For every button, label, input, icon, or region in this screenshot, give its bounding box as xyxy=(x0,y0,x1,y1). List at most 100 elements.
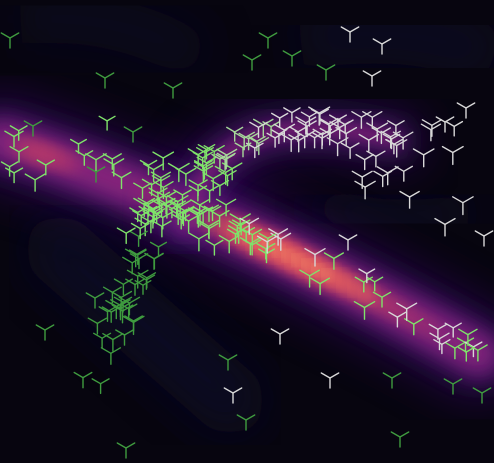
orientation-glyph xyxy=(152,151,175,171)
orientation-glyph xyxy=(338,234,358,251)
orientation-glyph xyxy=(351,110,372,129)
orientation-glyph xyxy=(323,252,344,270)
orientation-glyph xyxy=(113,278,134,296)
orientation-glyph xyxy=(9,125,28,141)
orientation-glyph xyxy=(233,131,255,151)
orientation-glyph xyxy=(441,145,464,166)
orientation-glyph xyxy=(396,302,418,321)
orientation-glyph xyxy=(372,291,392,308)
orientation-glyph xyxy=(75,150,94,166)
orientation-glyph xyxy=(429,332,450,351)
orientation-glyph xyxy=(305,131,324,149)
orientation-glyph xyxy=(133,182,152,199)
orientation-glyph xyxy=(268,228,289,246)
orientation-glyph xyxy=(340,26,360,43)
orientation-glyph xyxy=(319,119,341,139)
orientation-glyph xyxy=(205,239,224,256)
orientation-glyph xyxy=(193,160,213,177)
orientation-glyph xyxy=(385,138,403,155)
orientation-glyph xyxy=(457,346,475,362)
orientation-glyph xyxy=(85,292,105,309)
orientation-glyph xyxy=(144,252,164,271)
orientation-glyph xyxy=(175,167,197,187)
orientation-glyph xyxy=(23,120,43,137)
orientation-glyph xyxy=(242,228,263,246)
orientation-glyph xyxy=(150,171,172,190)
orientation-glyph xyxy=(242,54,262,71)
orientation-glyph xyxy=(0,32,20,49)
orientation-glyph xyxy=(218,234,240,254)
orientation-glyph xyxy=(218,169,237,187)
orientation-glyph xyxy=(283,107,301,123)
orientation-glyph xyxy=(258,32,278,49)
orientation-glyph xyxy=(372,38,392,55)
orientation-glyph xyxy=(228,220,247,236)
orientation-glyph xyxy=(187,148,209,167)
orientation-glyph xyxy=(24,173,46,192)
orientation-glyph xyxy=(149,241,168,257)
orientation-glyph xyxy=(116,227,136,245)
orientation-glyph xyxy=(443,378,463,395)
orientation-glyph xyxy=(421,119,443,138)
orientation-glyph xyxy=(218,354,238,371)
orientation-glyph xyxy=(382,133,401,150)
orientation-glyph xyxy=(358,133,380,152)
orientation-glyph xyxy=(172,214,190,230)
orientation-glyph xyxy=(95,72,115,89)
orientation-glyph xyxy=(115,329,134,346)
orientation-glyph xyxy=(98,115,116,131)
orientation-glyph xyxy=(188,185,208,202)
orientation-glyph xyxy=(273,123,296,143)
orientation-glyph xyxy=(226,126,244,142)
orientation-glyph xyxy=(100,347,122,365)
orientation-glyph xyxy=(280,133,302,153)
orientation-glyph xyxy=(304,247,326,267)
orientation-glyph xyxy=(474,230,494,247)
orientation-glyph xyxy=(98,306,117,323)
orientation-glyph xyxy=(433,338,451,355)
orientation-glyph xyxy=(187,232,210,252)
orientation-glyph xyxy=(358,268,376,284)
orientation-glyph xyxy=(371,127,391,145)
orientation-glyph xyxy=(169,199,191,219)
orientation-glyph xyxy=(116,442,136,459)
orientation-glyph xyxy=(373,170,393,188)
orientation-glyph xyxy=(435,116,455,133)
orientation-glyph xyxy=(35,324,55,341)
orientation-glyph xyxy=(382,372,402,389)
orientation-glyph xyxy=(215,198,237,217)
orientation-glyph xyxy=(288,126,308,143)
orientation-glyph xyxy=(444,342,465,360)
orientation-glyph xyxy=(282,50,302,67)
orientation-glyph xyxy=(412,148,435,168)
orientation-glyph xyxy=(249,121,268,139)
orientation-glyph xyxy=(125,278,145,296)
orientation-glyph xyxy=(130,222,150,240)
orientation-glyph xyxy=(316,64,336,81)
orientation-glyph xyxy=(351,170,373,190)
orientation-glyph xyxy=(189,207,211,227)
orientation-glyph xyxy=(390,431,410,448)
orientation-glyph xyxy=(340,142,360,159)
orientation-glyph xyxy=(103,158,125,177)
orientation-glyph xyxy=(266,132,284,148)
orientation-glyph xyxy=(353,300,376,320)
orientation-glyph xyxy=(123,126,143,143)
orientation-glyph xyxy=(236,414,256,431)
orientation-glyph xyxy=(355,153,375,171)
orientation-glyph xyxy=(166,194,189,215)
orientation-glyph xyxy=(434,217,456,237)
orientation-glyph xyxy=(270,328,290,345)
orientation-glyph xyxy=(139,159,158,176)
orientation-glyph xyxy=(163,203,181,219)
orientation-glyph xyxy=(320,372,340,389)
orientation-glyph xyxy=(420,123,442,142)
orientation-glyph xyxy=(299,269,321,288)
orientation-glyph xyxy=(137,272,157,289)
orientation-glyph xyxy=(451,196,474,216)
orientation-glyph xyxy=(445,120,464,137)
orientation-glyph xyxy=(4,130,24,148)
faint-haze xyxy=(18,0,494,435)
orientation-glyph xyxy=(113,296,133,313)
